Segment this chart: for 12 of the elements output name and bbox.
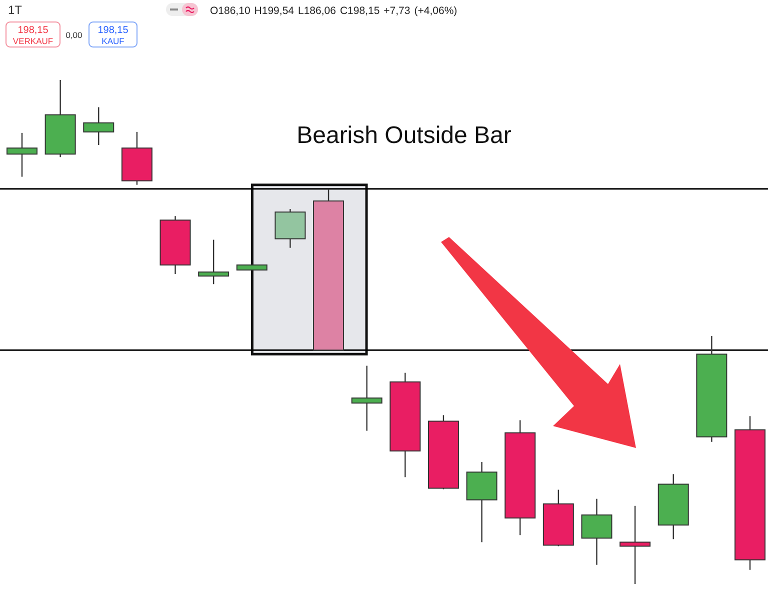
candlestick <box>620 505 651 585</box>
text: 1T <box>8 3 23 17</box>
candlestick <box>198 239 230 285</box>
text: 0,00 <box>66 30 83 40</box>
text: VERKAUF <box>12 36 54 46</box>
text: 198,15 <box>18 25 49 36</box>
text: KAUF <box>102 36 124 46</box>
text: Bearish Outside Bar <box>296 122 512 149</box>
text: 198,15 <box>98 25 129 36</box>
candlestick <box>351 365 382 432</box>
text: O186,10 H199,54 L186,06 C198,15 +7,73 (+4,06%) <box>210 5 458 17</box>
candlestick <box>6 132 38 178</box>
